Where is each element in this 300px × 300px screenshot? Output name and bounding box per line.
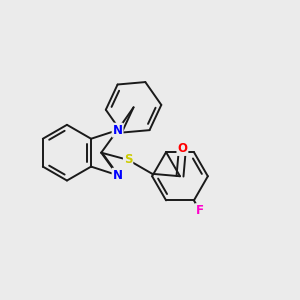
Text: N: N [112,124,123,136]
Text: F: F [196,204,204,217]
Text: S: S [124,153,132,167]
Text: N: N [112,169,123,182]
Text: O: O [177,142,188,155]
